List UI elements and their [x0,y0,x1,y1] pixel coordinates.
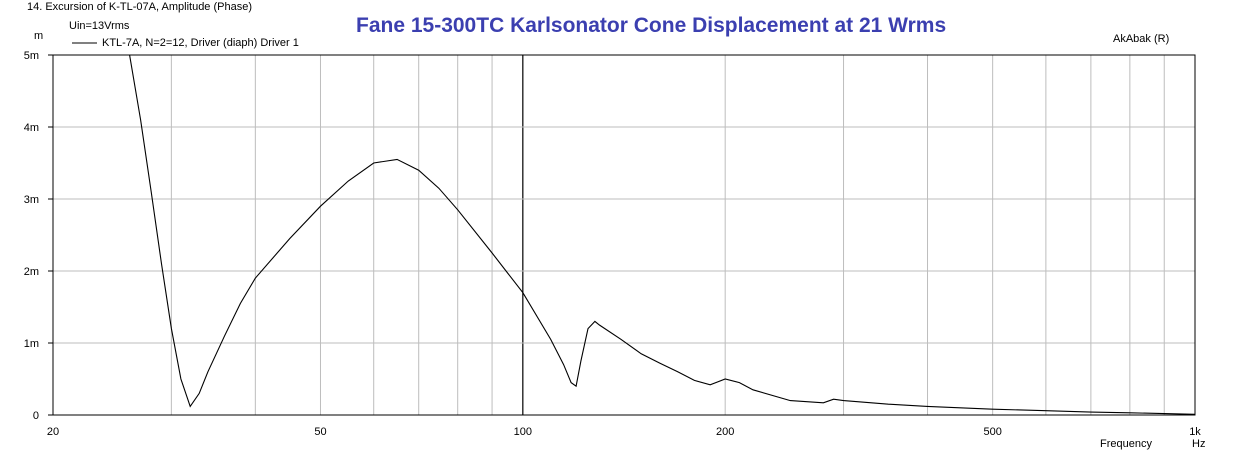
input-voltage-label: Uin=13Vrms [69,20,130,32]
x-tick-label: 500 [983,426,1001,438]
legend-entry-label: KTL-7A, N=2=12, Driver (diaph) Driver 1 [102,37,299,49]
x-unit-label: Hz [1192,438,1206,450]
y-tick-label: 3m [24,194,39,206]
y-tick-label: 4m [24,122,39,134]
y-unit-label: m [34,30,44,42]
series-line [53,54,1196,415]
window-caption: 14. Excursion of K-TL-07A, Amplitude (Ph… [27,1,252,13]
tick-labels: 20 50 100 200 500 1k 5m 4m 3m 2m 1m 0 [24,50,1202,438]
x-tick-label: 200 [716,426,734,438]
y-tick-label: 1m [24,338,39,350]
chart-title: Fane 15-300TC Karlsonator Cone Displacem… [356,14,947,37]
x-tick-label: 50 [314,426,326,438]
x-tick-label: 100 [514,426,532,438]
axes [52,54,1196,416]
x-tick-label: 1k [1189,426,1201,438]
y-tick-label: 2m [24,266,39,278]
grid-lines [53,55,1195,415]
brand-label: AkAbak (R) [1113,33,1170,45]
x-tick-label: 20 [47,426,59,438]
x-axis-label: Frequency [1100,438,1152,450]
y-tick-label: 5m [24,50,39,62]
plot-frame [52,54,1196,416]
y-tick-label: 0 [33,410,39,422]
